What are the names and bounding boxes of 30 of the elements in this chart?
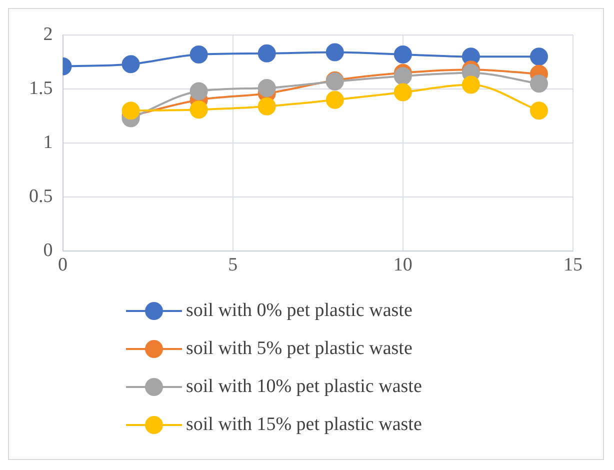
legend-label: soil with 15% pet plastic waste xyxy=(186,414,422,436)
point xyxy=(326,43,344,62)
point xyxy=(258,78,276,97)
legend-label: soil with 0% pet plastic waste xyxy=(186,300,412,322)
point xyxy=(122,102,140,120)
legend-label: soil with 5% pet plastic waste xyxy=(186,338,412,360)
x-tick-label: 10 xyxy=(393,254,412,276)
x-tick-label: 15 xyxy=(564,254,582,276)
y-tick-label: 1 xyxy=(43,132,53,154)
point xyxy=(190,45,208,64)
x-tick-label: 0 xyxy=(58,254,68,276)
point xyxy=(190,82,208,100)
point xyxy=(530,74,548,93)
point xyxy=(394,67,412,86)
x-tick-label: 5 xyxy=(228,254,238,276)
point xyxy=(394,83,412,102)
point xyxy=(258,44,276,62)
y-tick-label: 0 xyxy=(43,240,53,262)
point xyxy=(258,97,276,116)
y-tick-label: 1.5 xyxy=(29,78,53,100)
point xyxy=(394,45,412,64)
point xyxy=(530,102,548,120)
point xyxy=(190,100,208,119)
point xyxy=(530,48,548,66)
point xyxy=(462,76,480,94)
point xyxy=(122,55,140,74)
point xyxy=(326,90,344,109)
y-tick-label: 2 xyxy=(43,24,53,45)
y-tick-label: 0.5 xyxy=(29,186,53,208)
legend-label: soil with 10% pet plastic waste xyxy=(186,376,422,398)
